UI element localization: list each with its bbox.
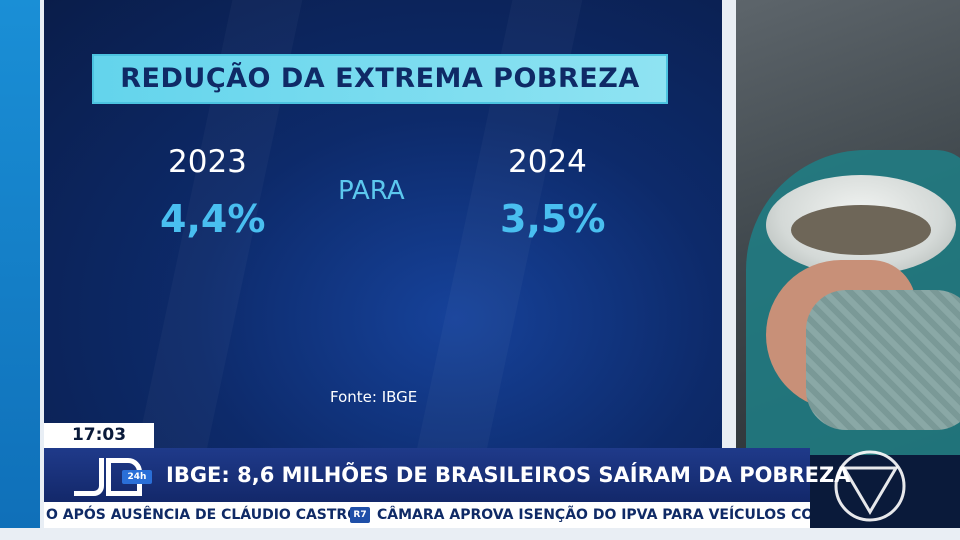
graphic-title-box: REDUÇÃO DA EXTREMA POBREZA — [92, 54, 668, 104]
ticker-item: O APÓS AUSÊNCIA DE CLÁUDIO CASTRO — [46, 507, 360, 523]
value-left: 4,4% — [160, 197, 266, 241]
source-label: Fonte: IBGE — [330, 388, 418, 406]
news-photo — [736, 0, 960, 455]
logo-letter-j — [74, 458, 104, 496]
news-ticker: O APÓS AUSÊNCIA DE CLÁUDIO CASTRO R7 CÂM… — [44, 502, 810, 528]
year-left: 2023 — [168, 144, 247, 180]
ticker-item: CÂMARA APROVA ISENÇÃO DO IPVA PARA VEÍCU… — [377, 507, 810, 523]
clock-box: 17:03 — [44, 423, 154, 448]
headline-bar — [44, 448, 810, 502]
photo-mitten — [806, 290, 960, 430]
left-color-strip — [0, 0, 40, 540]
logo-24h-badge: 24h — [122, 470, 152, 484]
bottom-strip — [0, 528, 960, 540]
panel-divider — [722, 0, 736, 455]
clock-time: 17:03 — [71, 425, 127, 445]
headline-text: IBGE: 8,6 MILHÕES DE BRASILEIROS SAÍRAM … — [166, 463, 851, 487]
program-logo-icon: 24h — [50, 452, 154, 500]
left-strip-edge — [40, 0, 44, 540]
connector-text: PARA — [338, 176, 405, 206]
value-right: 3,5% — [500, 197, 606, 241]
r7-badge-icon: R7 — [350, 507, 370, 523]
network-logo-icon — [834, 450, 906, 522]
year-right: 2024 — [508, 144, 587, 180]
photo-coins — [791, 205, 931, 255]
graphic-title: REDUÇÃO DA EXTREMA POBREZA — [120, 63, 640, 94]
